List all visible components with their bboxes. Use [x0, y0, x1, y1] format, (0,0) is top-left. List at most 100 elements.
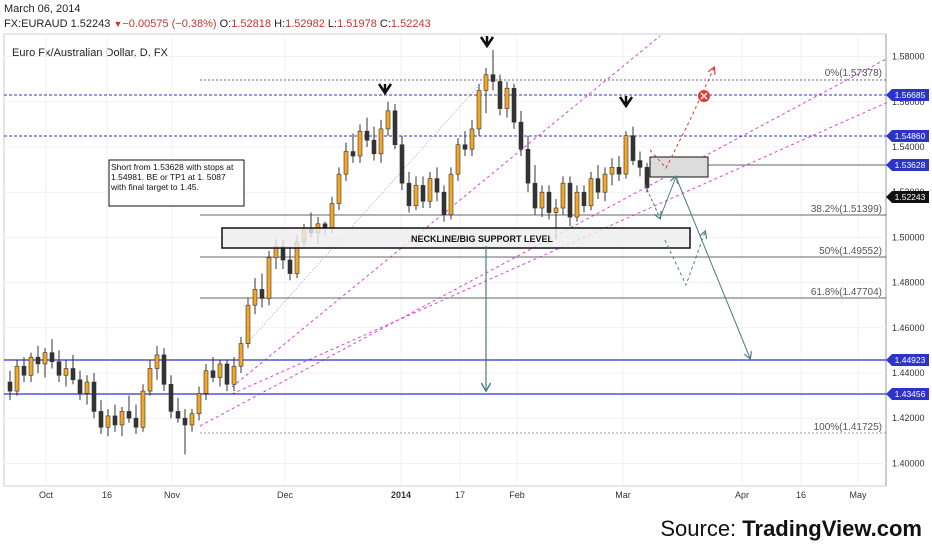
source-brand: TradingView.com	[742, 516, 922, 541]
x-tick-label: 16	[102, 490, 112, 500]
x-tick-label: Apr	[735, 490, 749, 500]
candle-down	[434, 178, 440, 193]
candle-down	[175, 411, 181, 419]
candle-up	[378, 128, 384, 155]
low-label: L:	[327, 18, 338, 30]
candle-down	[462, 144, 468, 150]
candle-down	[644, 167, 650, 188]
right-shoulder-arrow-icon	[618, 96, 634, 109]
candle-up	[203, 370, 209, 394]
candle-down	[91, 381, 97, 412]
neckline-box[interactable]	[221, 227, 691, 249]
note-text-container: Short from 1.53628 with stops at 1.54981…	[111, 162, 233, 192]
candle-up	[84, 381, 90, 394]
candle-up	[329, 203, 335, 229]
candle-up	[469, 128, 475, 150]
candle-up	[252, 289, 258, 306]
price-tag-text-1-43456: 1.43456	[895, 389, 926, 399]
x-tick-label: May	[849, 490, 867, 500]
price-tag-1-53628	[886, 159, 929, 171]
candle-up	[238, 343, 244, 367]
candle-down	[98, 411, 104, 428]
candle-up	[602, 173, 608, 193]
high-value: 1.52982	[285, 18, 325, 30]
candle-up	[266, 257, 272, 299]
projection-arrow-2[interactable]	[659, 177, 676, 219]
stop-x-icon	[700, 92, 708, 100]
candle-up	[588, 178, 594, 207]
candle-down	[56, 361, 62, 376]
candle-down	[126, 411, 132, 419]
candle-up	[42, 352, 48, 365]
y-tick-label: 1.46000	[892, 323, 925, 333]
projection-arrow-1[interactable]	[644, 184, 660, 218]
candle-down	[420, 185, 426, 202]
x-axis-labels: Oct 16 Nov Dec 2014 17 Feb Mar Apr 16 May	[39, 490, 867, 500]
candle-up	[28, 356, 34, 376]
high-label: H:	[274, 18, 286, 30]
source-credit[interactable]: Source: TradingView.com	[660, 516, 922, 542]
candle-up	[455, 144, 461, 175]
candle-up	[217, 363, 223, 378]
candle-up	[609, 167, 615, 175]
candle-down	[364, 130, 370, 141]
candle-down	[616, 167, 622, 175]
candles	[7, 49, 650, 455]
x-tick-label: Nov	[164, 490, 181, 500]
price-tags: 1.56685 1.54860 1.53628 1.52243 1.44923 …	[886, 89, 929, 400]
candle-down	[21, 365, 27, 376]
price-tag-text-1-52243: 1.52243	[895, 192, 926, 202]
x-tick-label: Dec	[277, 490, 294, 500]
candle-down	[182, 417, 188, 426]
candle-down	[168, 383, 174, 412]
candle-up	[560, 182, 566, 209]
candle-up	[231, 365, 237, 385]
candle-down	[546, 191, 552, 213]
neckline-label: NECKLINE/BIG SUPPORT LEVEL	[411, 234, 554, 244]
candle-down	[630, 135, 636, 161]
fib-label-38: 38.2%(1.51399)	[811, 204, 882, 215]
candle-down	[371, 139, 377, 155]
candle-up	[476, 90, 482, 130]
price-tag-text-1-54860: 1.54860	[895, 131, 926, 141]
projection-arrow-3[interactable]	[675, 176, 750, 358]
last-price: 1.52243	[70, 18, 111, 30]
y-tick-label: 1.50000	[892, 232, 925, 242]
chart-date: March 06, 2014	[4, 3, 81, 15]
candle-up	[245, 304, 251, 344]
candle-up	[189, 413, 195, 426]
candle-down	[595, 178, 601, 193]
price-tag-text-1-56685: 1.56685	[895, 90, 926, 100]
x-tick-label: Mar	[615, 490, 631, 500]
projection-alt-arrow[interactable]	[664, 232, 705, 287]
open-label: O:	[219, 18, 232, 30]
x-tick-label: 17	[455, 490, 465, 500]
candle-down	[350, 151, 356, 157]
candle-down	[70, 368, 76, 381]
trendline-gray[interactable]	[249, 81, 483, 341]
candle-up	[413, 185, 419, 207]
candle-up	[427, 178, 433, 202]
candle-up	[119, 411, 125, 426]
price-tag-1-43456	[886, 388, 929, 400]
entry-zone-box[interactable]	[649, 156, 709, 178]
candle-down	[511, 87, 517, 123]
note-box	[108, 159, 245, 207]
x-tick-label: 16	[796, 490, 806, 500]
candle-down	[399, 144, 405, 184]
stop-scenario-arrow[interactable]	[649, 68, 714, 169]
source-prefix: Source:	[660, 516, 743, 541]
ohlc-readout: FX:EURAUD 1.52243 ▼−0.00575 (−0.38%) O:1…	[4, 18, 431, 30]
candle-up	[14, 365, 20, 392]
candle-up	[140, 390, 146, 428]
candle-down	[161, 354, 167, 385]
candle-up	[147, 368, 153, 392]
change-value: −0.00575 (−0.38%)	[122, 18, 217, 30]
fib-label-61: 61.8%(1.47704)	[811, 287, 882, 298]
price-tag-text-1-53628: 1.53628	[895, 160, 926, 170]
candle-up	[357, 130, 363, 157]
fib-label-100: 100%(1.41725)	[814, 422, 882, 433]
candle-down	[490, 74, 496, 82]
x-tick-label: Feb	[509, 490, 525, 500]
